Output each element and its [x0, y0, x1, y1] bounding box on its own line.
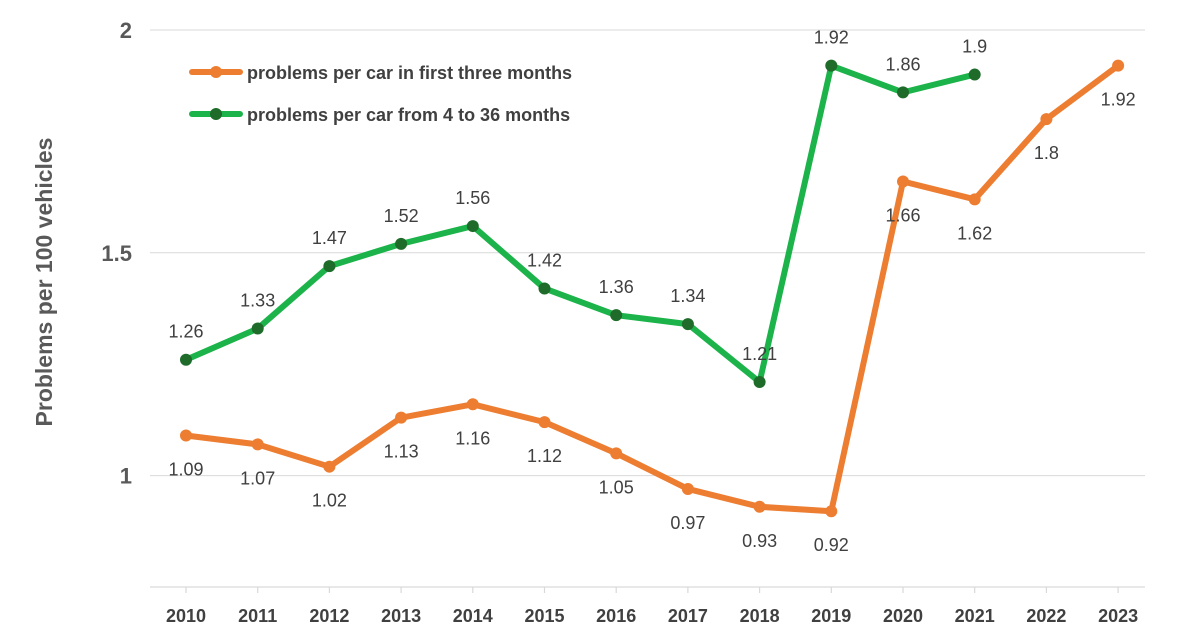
data-point	[897, 175, 909, 188]
y-axis-label: Problems per 100 vehicles	[31, 138, 57, 427]
x-tick-label: 2012	[309, 606, 349, 626]
legend-label: problems per car in first three months	[247, 63, 572, 83]
data-label: 1.12	[527, 446, 562, 466]
data-label: 1.07	[240, 468, 275, 488]
x-axis-ticks: 2010 2011 2012 2013 2014 2015 2016 2017 2018 2019…	[166, 587, 1138, 626]
legend: problems per car in first three months pr…	[189, 63, 572, 125]
data-point	[825, 505, 838, 518]
data-label: 1.21	[742, 344, 777, 364]
series-1: 1.09 1.07 1.02 1.13 1.16 1.12 1.05 0.97 0.93 0.92…	[168, 59, 1136, 555]
data-point	[753, 500, 766, 513]
x-tick-label: 2021	[955, 606, 995, 626]
data-point	[825, 59, 838, 72]
gridlines	[150, 29, 1145, 477]
x-tick-label: 2014	[453, 606, 493, 626]
data-point	[538, 282, 551, 295]
data-point	[1040, 113, 1053, 126]
x-tick-label: 2018	[740, 606, 780, 626]
data-point	[681, 482, 694, 495]
data-point	[897, 86, 909, 99]
data-point	[251, 322, 264, 335]
data-point	[323, 260, 336, 273]
x-tick-label: 2017	[668, 606, 708, 626]
y-axis-ticks: 11.52	[101, 18, 132, 489]
series-lines: 1.09 1.07 1.02 1.13 1.16 1.12 1.05 0.97 0.93 0.92…	[168, 28, 1135, 556]
x-tick-label: 2019	[811, 606, 851, 626]
data-point	[180, 429, 192, 442]
data-point	[180, 353, 192, 366]
data-label: 1.42	[527, 250, 562, 270]
legend-swatch-marker	[210, 66, 222, 78]
data-label: 1.92	[814, 28, 849, 48]
data-point	[968, 68, 981, 81]
data-label: 1.8	[1034, 143, 1059, 163]
data-point	[466, 398, 479, 411]
data-point	[251, 438, 264, 451]
data-point	[395, 411, 408, 424]
x-tick-label: 2023	[1098, 606, 1138, 626]
x-tick-label: 2015	[524, 606, 564, 626]
data-label: 1.13	[384, 442, 419, 462]
legend-swatch-marker	[210, 108, 222, 120]
data-point	[753, 376, 766, 389]
series-2: 1.26 1.33 1.47 1.52 1.56 1.42 1.36 1.34 1.21 1.92…	[168, 28, 987, 389]
data-label: 0.93	[742, 531, 777, 551]
data-label: 1.47	[312, 228, 347, 248]
x-tick-label: 2011	[238, 606, 277, 626]
data-point	[1112, 59, 1125, 72]
y-tick-label: 1	[120, 464, 132, 489]
x-tick-label: 2010	[166, 606, 206, 626]
y-tick-label: 2	[120, 18, 132, 43]
data-label: 1.34	[670, 286, 705, 306]
data-label: 1.33	[240, 291, 275, 311]
data-label: 1.26	[168, 322, 203, 342]
data-label: 1.05	[599, 477, 634, 497]
data-label: 1.36	[599, 277, 634, 297]
data-point	[395, 237, 408, 250]
data-label: 1.86	[885, 54, 920, 74]
data-label: 1.16	[455, 428, 490, 448]
x-tick-label: 2022	[1026, 606, 1066, 626]
data-label: 1.62	[957, 223, 992, 243]
series-line	[183, 62, 1122, 515]
data-point	[466, 220, 479, 233]
x-tick-label: 2016	[596, 606, 636, 626]
x-tick-label: 2013	[381, 606, 421, 626]
legend-item: problems per car from 4 to 36 months	[189, 105, 570, 125]
y-tick-label: 1.5	[101, 241, 132, 266]
data-point	[538, 416, 551, 429]
data-label: 1.92	[1101, 90, 1136, 110]
series-line	[183, 62, 978, 386]
data-point	[610, 447, 623, 460]
data-point	[610, 309, 623, 322]
data-label: 1.02	[312, 491, 347, 511]
legend-label: problems per car from 4 to 36 months	[247, 105, 570, 125]
data-label: 0.92	[814, 535, 849, 555]
data-label: 1.52	[384, 206, 419, 226]
data-point	[968, 193, 981, 206]
data-label: 1.56	[455, 188, 490, 208]
data-label: 1.9	[962, 37, 987, 57]
data-point	[681, 318, 694, 331]
data-label: 0.97	[670, 513, 705, 533]
data-label: 1.09	[168, 459, 203, 479]
legend-item: problems per car in first three months	[189, 63, 572, 83]
data-point	[323, 460, 336, 473]
x-tick-label: 2020	[883, 606, 923, 626]
data-label: 1.66	[885, 206, 920, 226]
